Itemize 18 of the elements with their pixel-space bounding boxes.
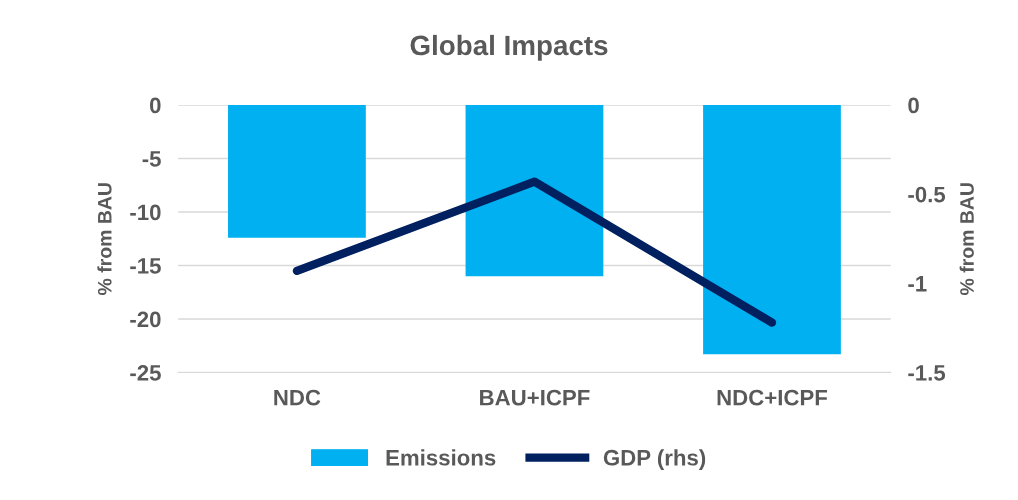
y-tick-label: -25	[130, 365, 161, 381]
legend-label: GDP (rhs)	[603, 449, 706, 470]
y2-tick-label: -1	[908, 276, 927, 292]
y-tick-label: -15	[130, 258, 161, 274]
chart-title: Global Impacts	[410, 34, 608, 61]
y-tick-label: -20	[130, 311, 161, 328]
y2-tick-label: 0	[908, 97, 919, 114]
y-tick-label: -5	[142, 151, 161, 167]
x-tick-label: NDC+ICPF	[717, 389, 828, 406]
y2-axis-title: % from BAU	[959, 183, 974, 295]
legend-label: Emissions	[386, 449, 496, 466]
y2-tick-label: -1.5	[908, 365, 946, 381]
y-axis-title: % from BAU	[97, 183, 112, 295]
y-tick-label: 0	[150, 97, 161, 114]
x-tick-label: NDC	[274, 389, 321, 406]
y2-tick-label: -0.5	[908, 186, 946, 203]
x-tick-label: BAU+ICPF	[480, 389, 590, 406]
y-tick-label: -10	[130, 204, 161, 221]
